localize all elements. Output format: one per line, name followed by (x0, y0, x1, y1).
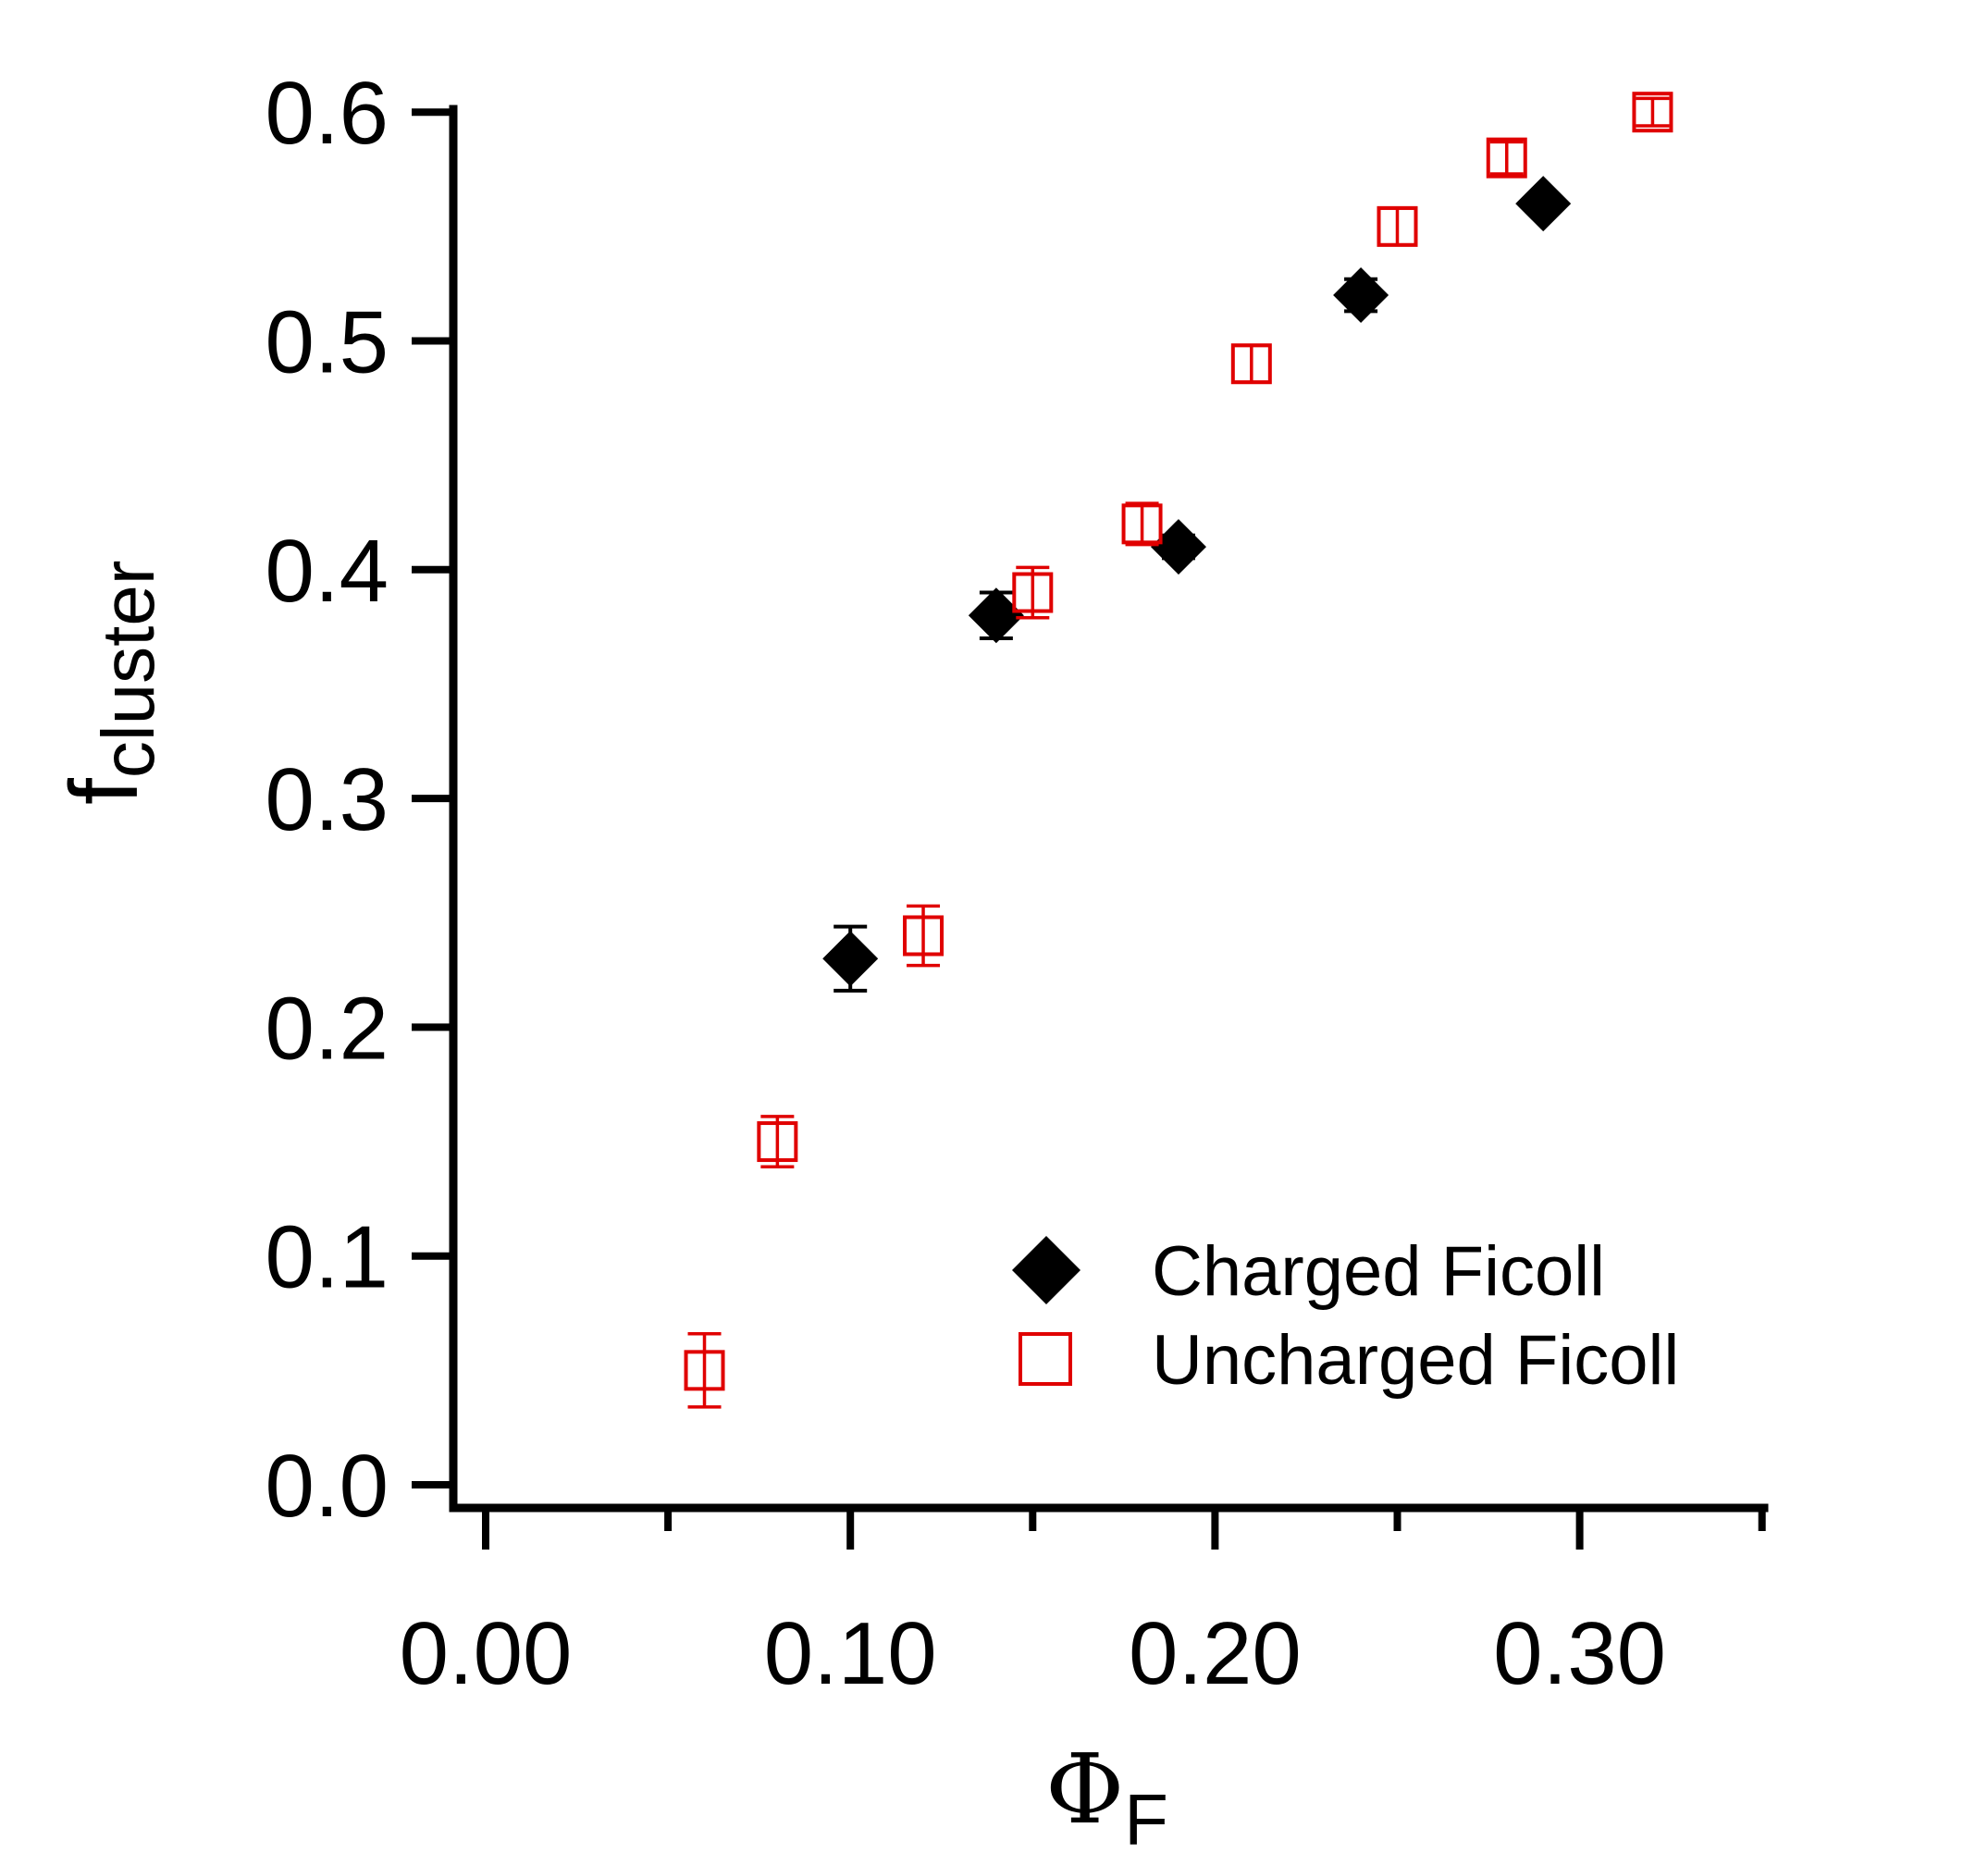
y-tick-label: 0.0 (265, 1437, 389, 1536)
data-point-diamond (822, 931, 879, 987)
data-points (684, 92, 1673, 1409)
x-axis-title-subscript: F (1124, 1779, 1168, 1860)
data-point-square (1230, 343, 1272, 385)
data-point-diamond (968, 587, 1024, 644)
legend: Charged Ficoll Uncharged Ficoll (1012, 1232, 1679, 1400)
data-point-square (1632, 92, 1673, 133)
data-point-diamond (1515, 176, 1572, 232)
data-point-square (1377, 205, 1418, 247)
y-tick-label: 0.1 (265, 1208, 389, 1307)
data-point-square (757, 1121, 798, 1163)
y-axis-title: fcluster (51, 560, 169, 805)
x-axis-ticks: 0.00 0.10 0.20 0.30 (400, 1508, 1766, 1703)
x-tick-label: 0.00 (400, 1604, 573, 1703)
legend-label-charged: Charged Ficoll (1152, 1232, 1605, 1311)
x-tick-label: 0.10 (764, 1604, 937, 1703)
series-uncharged-ficoll (684, 92, 1673, 1409)
data-point-square (1486, 137, 1527, 179)
data-point-square (1012, 572, 1054, 613)
series-charged-ficoll (822, 176, 1572, 993)
y-tick-label: 0.4 (265, 522, 389, 621)
y-axis-ticks: 0.0 0.1 0.2 0.3 0.4 0.5 0.6 (265, 64, 453, 1536)
y-tick-label: 0.6 (265, 64, 389, 163)
data-point-square (903, 915, 945, 957)
y-axis-title-subscript: cluster (87, 560, 169, 778)
y-axis-title-symbol: f (51, 777, 158, 805)
legend-marker-uncharged (1019, 1332, 1072, 1386)
x-axis-title-symbol: Φ (1045, 1733, 1124, 1846)
data-point-square (1121, 503, 1163, 545)
data-point-square (684, 1350, 725, 1391)
x-axis-title: ΦF (1045, 1733, 1168, 1860)
legend-marker-charged (1012, 1236, 1080, 1304)
y-tick-label: 0.5 (265, 293, 389, 392)
x-tick-label: 0.20 (1129, 1604, 1302, 1703)
data-point-diamond (1333, 267, 1389, 324)
x-tick-label: 0.30 (1493, 1604, 1666, 1703)
y-tick-label: 0.2 (265, 979, 389, 1078)
legend-label-uncharged: Uncharged Ficoll (1152, 1321, 1679, 1400)
y-tick-label: 0.3 (265, 750, 389, 849)
data-point-diamond (1150, 519, 1206, 575)
